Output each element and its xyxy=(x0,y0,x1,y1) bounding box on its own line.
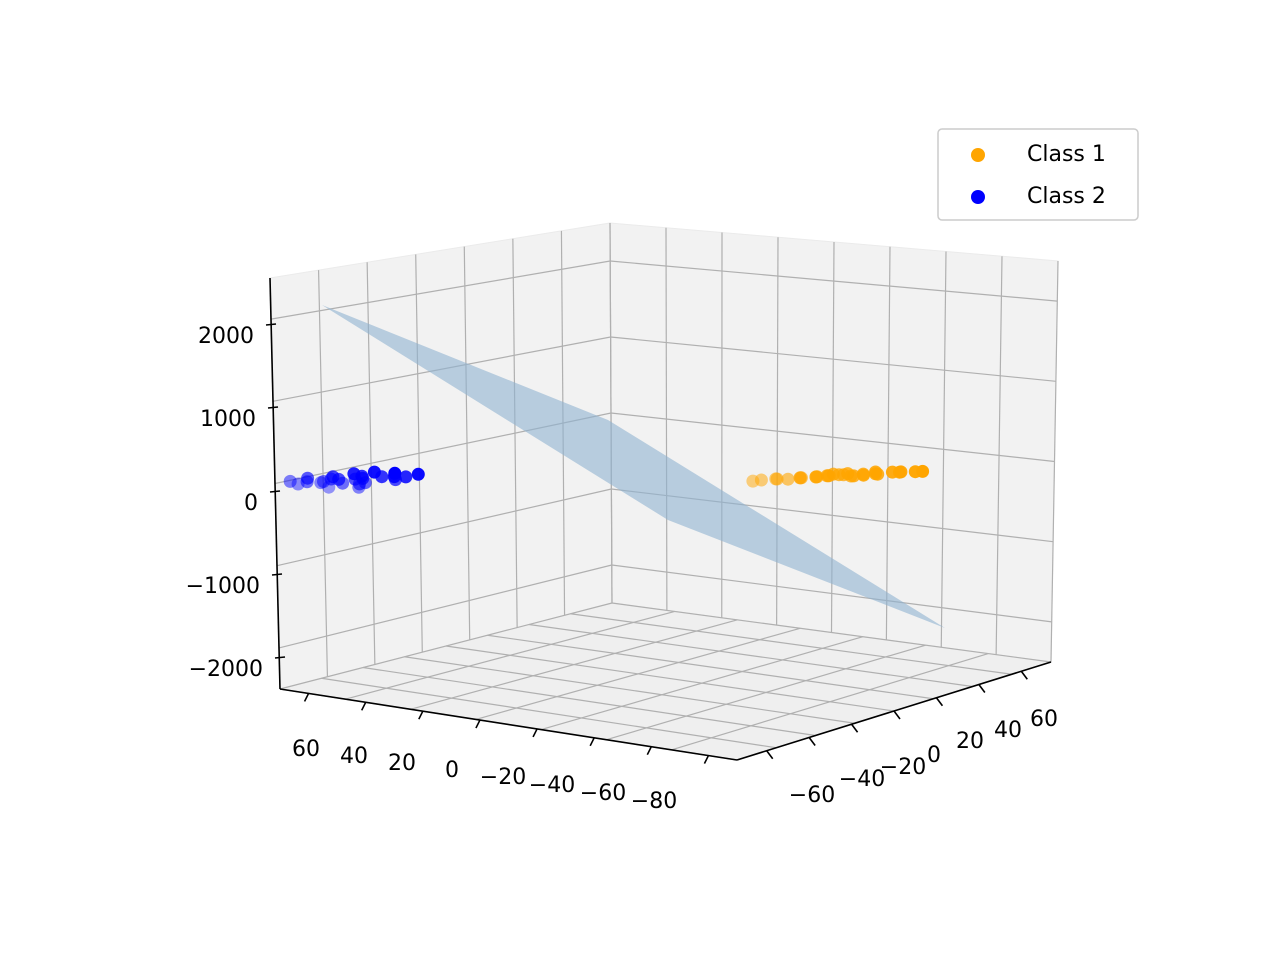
grid-line-right-horizontal xyxy=(610,260,1058,302)
class-1-point xyxy=(746,474,760,488)
series-class-2 xyxy=(283,465,425,494)
y-tick-label: −20 xyxy=(880,755,926,780)
z-tick-labels: 2000 1000 0 −1000 −2000 xyxy=(186,324,263,682)
series-class-1 xyxy=(746,464,930,488)
grid-line-floor-y xyxy=(404,656,855,724)
z-tick-label: −1000 xyxy=(186,574,260,599)
y-tick-mark xyxy=(978,684,986,693)
z-tick-mark xyxy=(269,490,281,493)
class-2-point xyxy=(388,466,402,480)
y-tick-label: 40 xyxy=(994,718,1022,743)
decision-plane xyxy=(322,305,945,628)
grid-line-floor-y xyxy=(611,602,1052,663)
x-tick-mark xyxy=(532,728,538,738)
legend-label-class-1: Class 1 xyxy=(1027,142,1106,167)
grid-line-left-horizontal xyxy=(278,564,612,649)
class-1-point xyxy=(822,469,836,483)
x-tick-label: −40 xyxy=(529,773,575,798)
y-tick-label: 0 xyxy=(927,743,941,768)
x-tick-mark xyxy=(475,719,481,729)
class-2-point xyxy=(301,471,315,485)
grid-line-floor-y xyxy=(570,613,1012,675)
class-2-point xyxy=(411,467,425,481)
x-tick-labels: 60 40 20 0 −20 −40 −60 −80 xyxy=(292,737,677,814)
x-tick-mark xyxy=(418,710,424,720)
x-tick-mark xyxy=(360,701,367,711)
x-tick-label: 60 xyxy=(292,737,320,762)
y-tick-label: −60 xyxy=(789,783,835,808)
class-2-point xyxy=(283,474,297,488)
class-2-point xyxy=(347,467,361,481)
class-2-point xyxy=(399,470,413,484)
y-tick-label: 60 xyxy=(1030,707,1058,732)
class-1-point xyxy=(793,471,807,485)
grid-line-left-horizontal xyxy=(276,488,612,567)
x-tick-label: 20 xyxy=(388,751,416,776)
class-1-point xyxy=(837,468,851,482)
class-1-point xyxy=(856,467,870,481)
grid-line-floor-y xyxy=(528,623,973,688)
z-tick-mark xyxy=(271,573,283,576)
x-tick-label: 40 xyxy=(340,744,368,769)
grid-line-right-horizontal xyxy=(610,336,1056,382)
class-2-point xyxy=(326,470,340,484)
x-axis-line xyxy=(279,688,738,761)
z-tick-label: 0 xyxy=(244,491,258,516)
z-tick-mark xyxy=(267,406,279,409)
x-tick-mark xyxy=(703,755,710,764)
grid-line-floor-y xyxy=(321,677,777,749)
y-tick-mark xyxy=(850,723,859,733)
legend-marker-class-2 xyxy=(971,190,985,204)
x-tick-mark xyxy=(589,737,595,747)
y-tick-mark xyxy=(1020,670,1028,680)
x-tick-label: −20 xyxy=(480,765,526,790)
class-1-point xyxy=(871,467,885,481)
class-1-point xyxy=(908,465,922,479)
grid-line-left-horizontal xyxy=(270,260,611,320)
z-tick-mark xyxy=(265,323,277,326)
y-tick-mark xyxy=(808,737,816,746)
y-tick-mark xyxy=(893,710,901,720)
x-tick-label: −60 xyxy=(580,781,626,806)
legend-marker-class-1 xyxy=(971,148,985,162)
grid-line-floor-y xyxy=(362,666,816,737)
z-tick-label: 2000 xyxy=(198,324,254,349)
x-tick-label: 0 xyxy=(445,758,459,783)
grid-line-floor-y xyxy=(445,645,895,712)
legend-label-class-2: Class 2 xyxy=(1027,184,1106,209)
x-tick-mark xyxy=(646,746,653,756)
y-tick-label: −40 xyxy=(839,767,885,792)
class-1-point xyxy=(769,472,783,486)
z-tick-label: −2000 xyxy=(189,657,263,682)
grid-line-right-horizontal xyxy=(610,412,1055,463)
x-tick-mark xyxy=(303,693,310,702)
z-tick-mark xyxy=(274,656,286,659)
x-tick-label: −80 xyxy=(631,789,677,814)
class-1-point xyxy=(809,470,823,484)
z-tick-label: 1000 xyxy=(200,407,256,432)
y-tick-mark xyxy=(766,750,774,760)
grid-line-floor-y xyxy=(487,634,934,700)
axis-ticks xyxy=(265,323,1028,764)
y-tick-label: 20 xyxy=(956,729,984,754)
legend: Class 1 Class 2 xyxy=(937,128,1139,221)
class-2-point xyxy=(367,465,381,479)
class-1-point xyxy=(893,465,906,479)
legend-box xyxy=(937,128,1139,221)
y-tick-mark xyxy=(935,697,944,707)
grid-line-right-horizontal xyxy=(611,564,1052,623)
y-tick-labels: −60−40−20 0 20 40 60 xyxy=(789,707,1058,808)
z-axis-line xyxy=(269,277,281,690)
class-1-point xyxy=(781,472,795,486)
